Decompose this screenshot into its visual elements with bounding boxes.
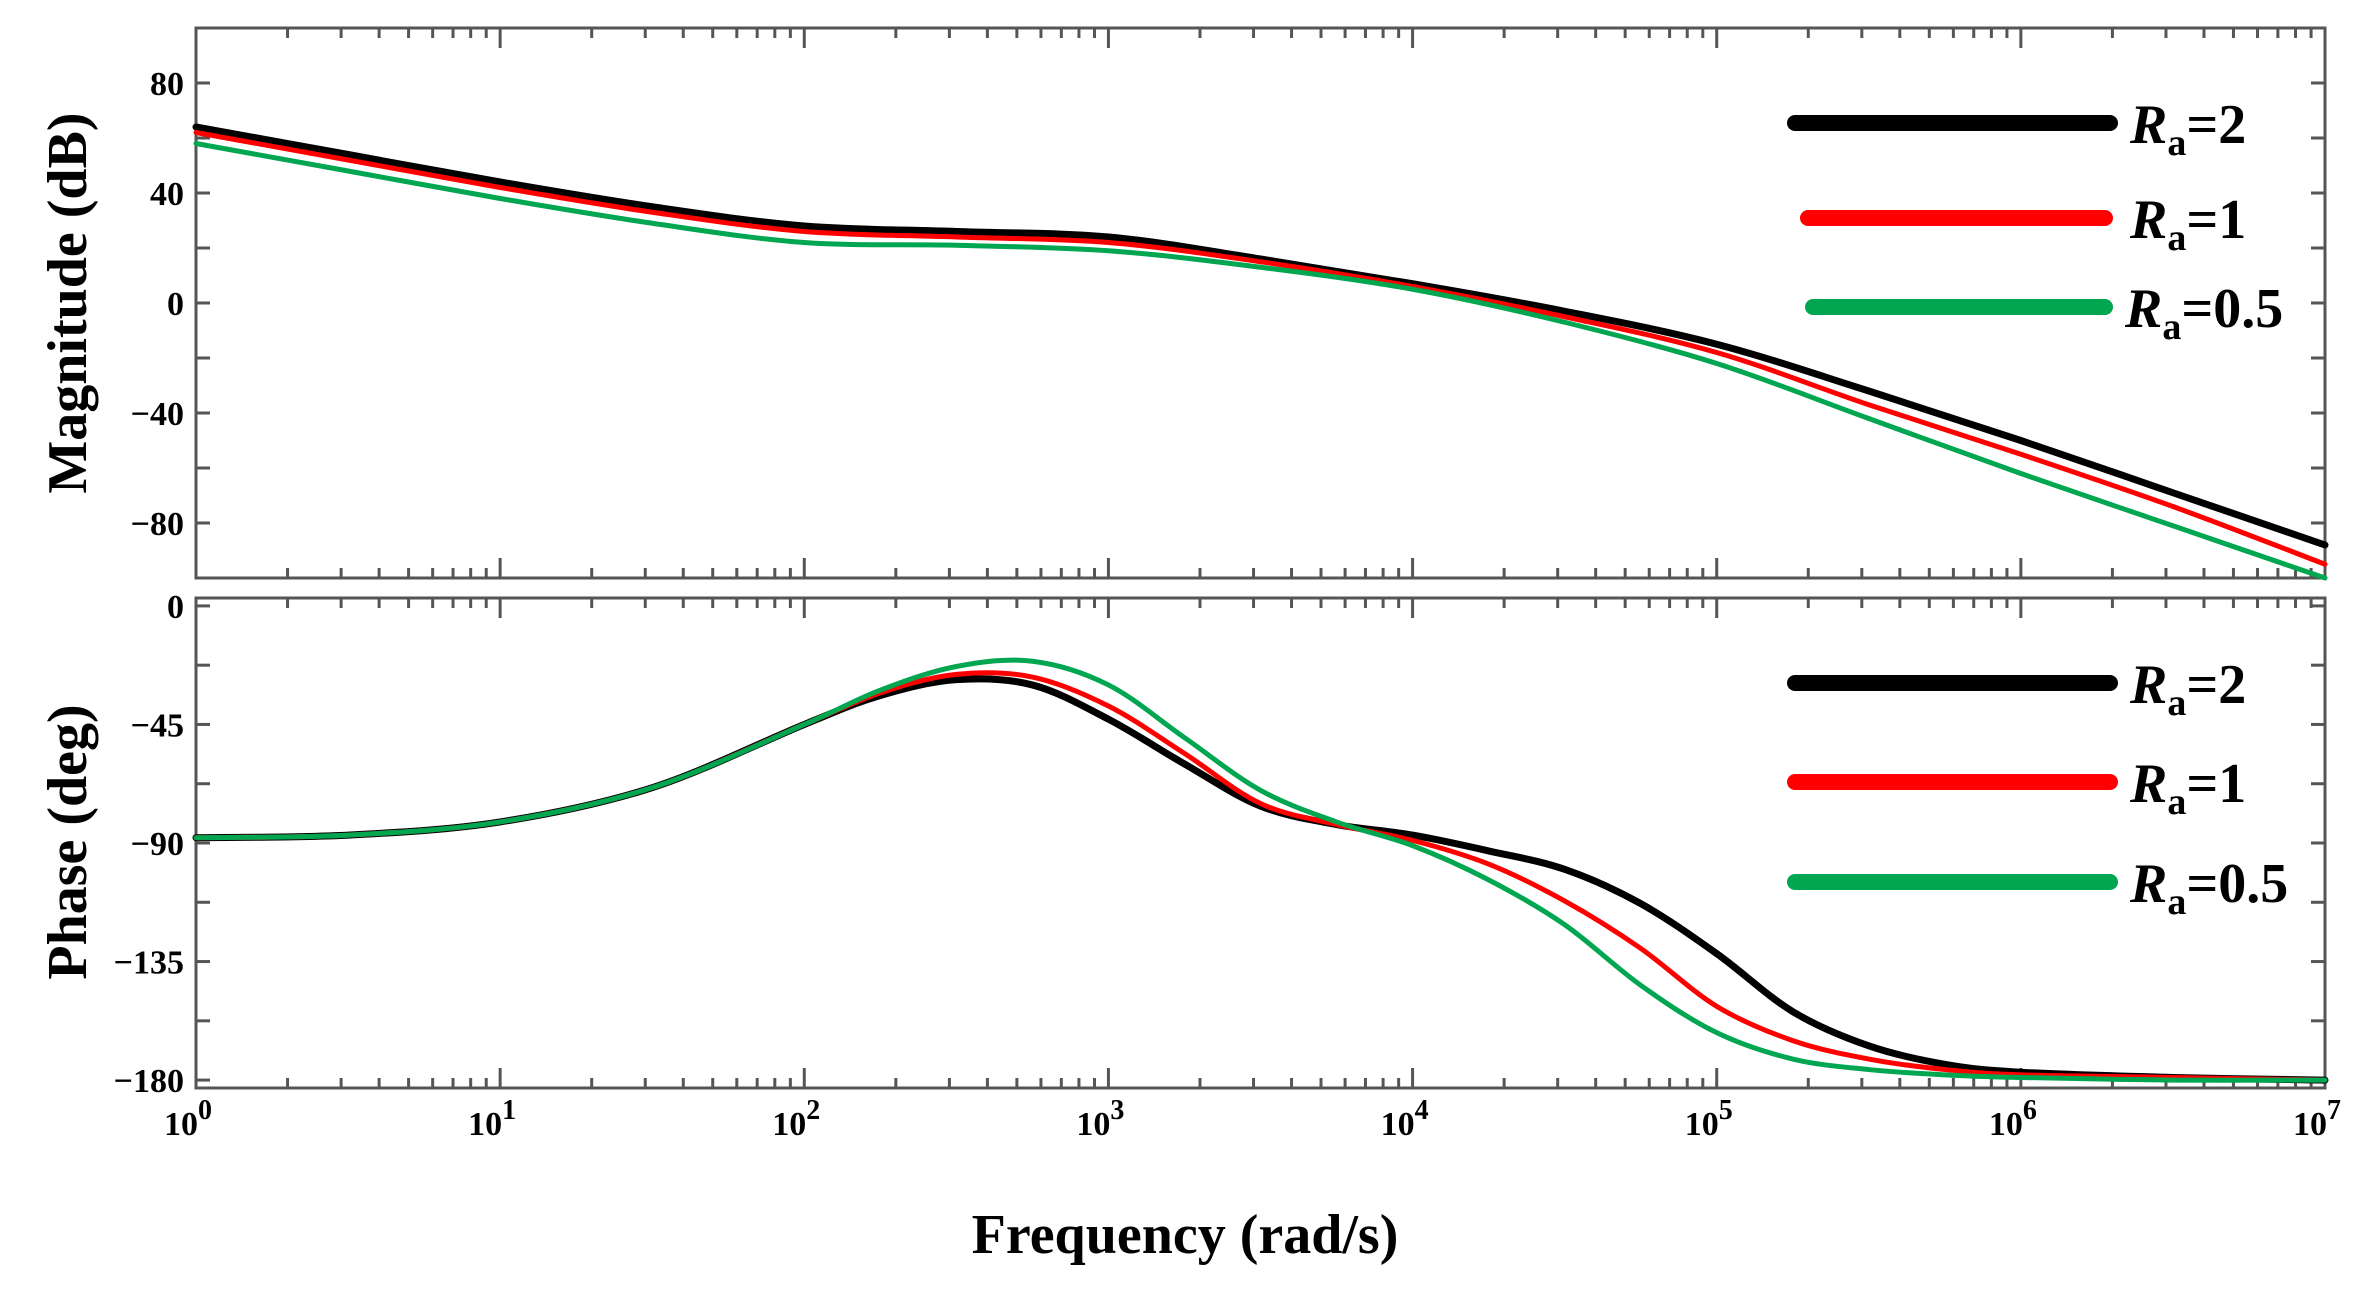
- x-tick-label: 104: [1381, 1095, 1429, 1143]
- magnitude-y-axis-title: Magnitude (dB): [37, 112, 99, 493]
- magnitude-legend-label: Ra=2: [2129, 94, 2246, 164]
- phase-y-tick-label: −180: [114, 1063, 184, 1100]
- phase-series-line: [193, 657, 2328, 1083]
- x-tick-labels: 100 101 102 103 104 105 106 107: [164, 1095, 2341, 1143]
- phase-y-axis-title: Phase (deg): [37, 704, 99, 979]
- magnitude-series-line: [193, 141, 2328, 581]
- magnitude-panel: 80 40 0 −40 −80 Magnitude (dB) Ra=2 Ra=1 Ra=0.5: [37, 26, 2329, 581]
- phase-y-tick-label: 0: [167, 589, 184, 626]
- phase-legend-label: Ra=2: [2129, 654, 2246, 724]
- x-tick-label: 101: [468, 1095, 516, 1143]
- magnitude-series-line: [192, 123, 2329, 549]
- x-tick-label: 100: [164, 1095, 212, 1143]
- phase-y-tick-label: −45: [131, 707, 184, 744]
- x-tick-label: 107: [2293, 1095, 2341, 1143]
- magnitude-series-line: [193, 130, 2328, 567]
- magnitude-y-tick-label: 40: [150, 176, 184, 213]
- x-tick-label: 106: [1989, 1095, 2037, 1143]
- phase-panel: 0 −45 −90 −135 −180 Phase (deg) Ra=2 Ra=1 Ra=0.5: [37, 589, 2329, 1100]
- phase-legend-label: Ra=0.5: [2129, 853, 2288, 923]
- magnitude-y-tick-label: 80: [150, 66, 184, 103]
- magnitude-legend-label: Ra=1: [2129, 189, 2246, 259]
- phase-y-tick-label: −135: [114, 945, 184, 982]
- magnitude-legend-label: Ra=0.5: [2124, 278, 2283, 348]
- phase-y-tick-label: −90: [131, 826, 184, 863]
- phase-legend-label: Ra=1: [2129, 753, 2246, 823]
- magnitude-y-tick-label: 0: [167, 286, 184, 323]
- x-tick-label: 105: [1685, 1095, 1733, 1143]
- magnitude-y-tick-label: −40: [131, 396, 184, 433]
- magnitude-y-tick-label: −80: [131, 506, 184, 543]
- x-axis-title: Frequency (rad/s): [972, 1204, 1399, 1266]
- phase-axes-frame: [194, 596, 2327, 1090]
- x-tick-label: 102: [772, 1095, 820, 1143]
- x-tick-label: 103: [1076, 1095, 1124, 1143]
